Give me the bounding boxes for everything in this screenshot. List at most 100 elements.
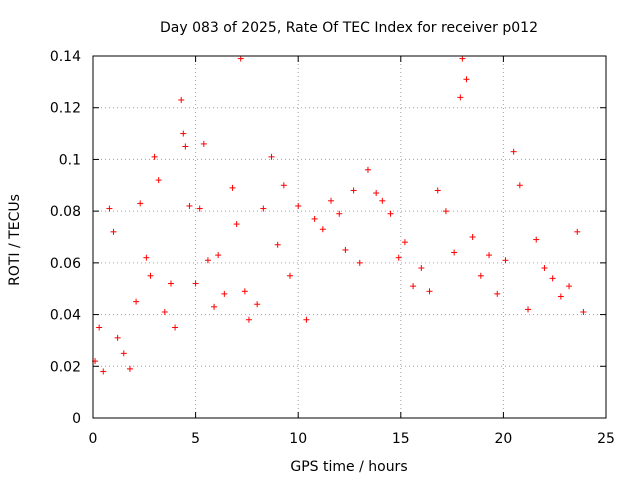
data-point bbox=[459, 55, 466, 62]
data-point bbox=[114, 334, 121, 341]
data-point bbox=[342, 246, 349, 253]
y-tick-label: 0.12 bbox=[50, 101, 81, 117]
plot-frame bbox=[92, 55, 607, 419]
data-point bbox=[303, 316, 310, 323]
data-point bbox=[463, 76, 470, 83]
data-point bbox=[525, 306, 532, 313]
data-point bbox=[167, 280, 174, 287]
data-point bbox=[401, 239, 408, 246]
data-point bbox=[215, 252, 222, 259]
data-point bbox=[151, 153, 158, 160]
data-point bbox=[486, 252, 493, 259]
data-point bbox=[328, 197, 335, 204]
y-tick-label: 0.08 bbox=[50, 204, 81, 220]
x-tick-label: 15 bbox=[392, 431, 410, 447]
data-point bbox=[477, 272, 484, 279]
y-tick-label: 0.06 bbox=[50, 256, 81, 272]
data-point bbox=[254, 301, 261, 308]
data-point bbox=[350, 187, 357, 194]
data-point bbox=[580, 308, 587, 315]
data-point bbox=[192, 280, 199, 287]
data-point bbox=[516, 182, 523, 189]
x-axis-ticks: 0 5 10 15 20 25 bbox=[89, 56, 615, 447]
x-tick-label: 5 bbox=[191, 431, 200, 447]
data-point bbox=[549, 275, 556, 282]
data-point bbox=[211, 303, 218, 310]
data-point bbox=[510, 148, 517, 155]
x-axis-label: GPS time / hours bbox=[290, 459, 407, 475]
y-tick-label: 0 bbox=[72, 411, 81, 427]
data-point bbox=[110, 228, 117, 235]
data-point bbox=[311, 215, 318, 222]
data-point bbox=[147, 272, 154, 279]
grid-lines bbox=[93, 56, 606, 418]
data-point bbox=[418, 265, 425, 272]
data-point bbox=[200, 140, 207, 147]
data-point bbox=[457, 94, 464, 101]
data-point bbox=[155, 177, 162, 184]
x-tick-label: 20 bbox=[494, 431, 512, 447]
data-point bbox=[356, 259, 363, 266]
data-point bbox=[451, 249, 458, 256]
data-point bbox=[541, 265, 548, 272]
y-axis-label: ROTI / TECUs bbox=[7, 194, 23, 286]
y-tick-label: 0.1 bbox=[59, 152, 81, 168]
data-point bbox=[229, 184, 236, 191]
data-point bbox=[502, 257, 509, 264]
data-point bbox=[196, 205, 203, 212]
data-point bbox=[178, 96, 185, 103]
data-point bbox=[260, 205, 267, 212]
data-point bbox=[286, 272, 293, 279]
y-tick-label: 0.14 bbox=[50, 49, 81, 65]
data-point bbox=[180, 130, 187, 137]
data-point bbox=[182, 143, 189, 150]
data-point bbox=[237, 55, 244, 62]
data-point bbox=[186, 202, 193, 209]
data-point bbox=[557, 293, 564, 300]
data-point bbox=[161, 308, 168, 315]
data-point bbox=[100, 368, 107, 375]
data-point bbox=[295, 202, 302, 209]
data-point bbox=[126, 365, 133, 372]
data-point bbox=[379, 197, 386, 204]
x-tick-label: 25 bbox=[597, 431, 615, 447]
data-point bbox=[566, 283, 573, 290]
data-point bbox=[434, 187, 441, 194]
data-point bbox=[494, 290, 501, 297]
data-point bbox=[410, 283, 417, 290]
x-tick-label: 0 bbox=[89, 431, 98, 447]
y-tick-label: 0.04 bbox=[50, 308, 81, 324]
y-tick-label: 0.02 bbox=[50, 359, 81, 375]
data-points bbox=[92, 55, 587, 375]
data-point bbox=[172, 324, 179, 331]
data-point bbox=[268, 153, 275, 160]
data-point bbox=[274, 241, 281, 248]
data-point bbox=[442, 208, 449, 215]
data-point bbox=[137, 200, 144, 207]
data-point bbox=[120, 350, 127, 357]
data-point bbox=[373, 190, 380, 197]
x-tick-label: 10 bbox=[289, 431, 307, 447]
data-point bbox=[533, 236, 540, 243]
data-point bbox=[133, 298, 140, 305]
data-point bbox=[143, 254, 150, 261]
data-point bbox=[426, 288, 433, 295]
data-point bbox=[387, 210, 394, 217]
data-point bbox=[319, 226, 326, 233]
data-point bbox=[336, 210, 343, 217]
chart-title: Day 083 of 2025, Rate Of TEC Index for r… bbox=[160, 20, 538, 36]
data-point bbox=[469, 234, 476, 240]
data-point bbox=[245, 316, 252, 323]
data-point bbox=[280, 182, 287, 189]
data-point bbox=[241, 288, 248, 295]
data-point bbox=[106, 205, 113, 212]
data-point bbox=[221, 290, 228, 297]
data-point bbox=[395, 254, 402, 261]
data-point bbox=[96, 324, 103, 331]
y-axis-ticks: 0 0.02 0.04 0.06 0.08 0.1 0.12 0.14 bbox=[50, 49, 606, 427]
data-point bbox=[204, 257, 211, 264]
data-point bbox=[574, 228, 581, 235]
data-point bbox=[364, 166, 371, 173]
data-point bbox=[233, 221, 240, 228]
